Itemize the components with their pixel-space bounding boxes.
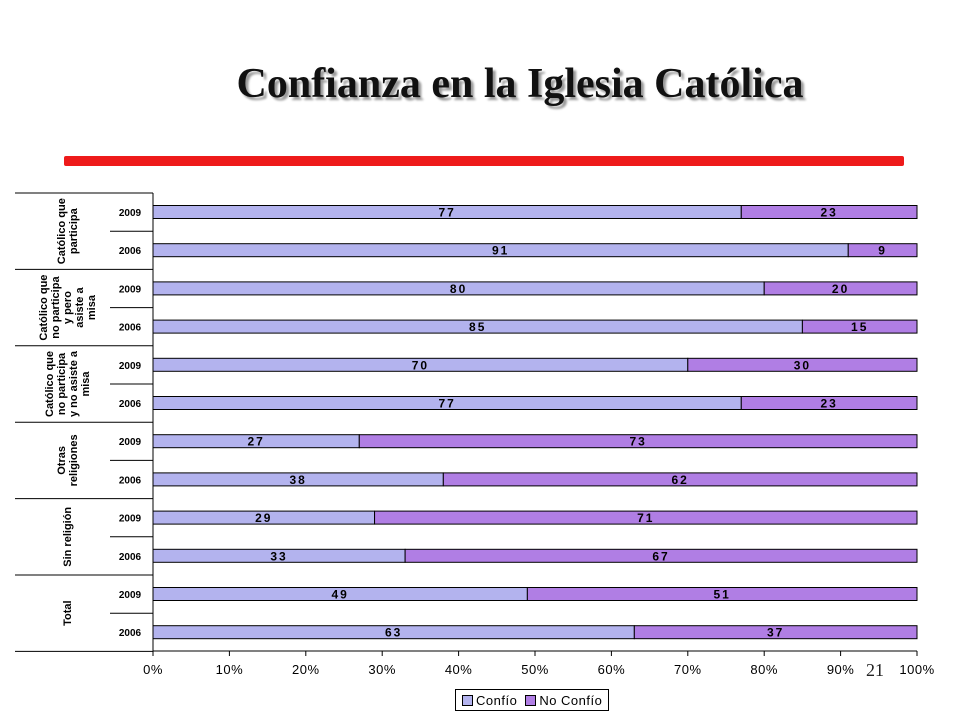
- legend-item-no-confio: No Confío: [525, 693, 602, 708]
- data-label-no-confio: 73: [629, 435, 646, 449]
- x-tick-label: 0%: [143, 662, 163, 677]
- x-tick-label: 70%: [674, 662, 702, 677]
- group-label-line: Total: [62, 600, 74, 625]
- legend-label-no-confio: No Confío: [539, 692, 603, 708]
- data-label-no-confio: 30: [794, 358, 811, 372]
- bar-no-confio: [847, 243, 918, 258]
- bar-no-confio: [763, 281, 918, 296]
- x-tick-label: 80%: [750, 662, 778, 677]
- chart-legend: Confío No Confío: [455, 689, 610, 711]
- legend-item-confio: Confío: [462, 693, 517, 708]
- bar-no-confio: [740, 205, 918, 219]
- x-tick-label: 20%: [292, 662, 320, 677]
- data-label-no-confio: 20: [832, 282, 849, 296]
- group-label-line: participa: [68, 207, 80, 254]
- year-label: 2006: [119, 399, 142, 410]
- data-label-confio: 91: [492, 244, 509, 258]
- bar-no-confio: [526, 587, 918, 601]
- group-label-line: Católico que: [38, 275, 50, 341]
- year-label: 2006: [119, 628, 142, 639]
- group-label: Católico queno participay no asiste amis…: [44, 350, 92, 417]
- x-tick-label: 60%: [598, 662, 626, 677]
- data-label-no-confio: 51: [714, 588, 731, 602]
- data-label-no-confio: 71: [637, 511, 654, 525]
- group-label-line: Sin religión: [62, 507, 74, 567]
- group-label-line: no participa: [56, 352, 68, 415]
- year-label: 2009: [119, 437, 142, 448]
- year-label: 2009: [119, 514, 142, 525]
- year-label: 2009: [119, 590, 142, 601]
- data-label-no-confio: 15: [851, 320, 868, 334]
- slide-title: Confianza en la Iglesia Católica: [236, 61, 804, 107]
- group-label-line: y no asiste a: [68, 350, 80, 417]
- data-label-confio: 63: [385, 626, 402, 640]
- group-label: Católico queparticipa: [56, 198, 80, 264]
- data-label-confio: 80: [450, 282, 467, 296]
- bar-no-confio: [801, 319, 918, 334]
- group-label-line: Católico que: [44, 351, 56, 417]
- bar-no-confio: [740, 396, 918, 410]
- data-label-confio: 77: [438, 397, 455, 411]
- year-label: 2006: [119, 475, 142, 486]
- year-label: 2006: [119, 323, 142, 334]
- x-tick-label: 40%: [445, 662, 473, 677]
- data-label-confio: 38: [289, 473, 306, 487]
- data-label-no-confio: 9: [878, 244, 887, 258]
- data-label-no-confio: 67: [652, 549, 669, 563]
- data-label-confio: 49: [332, 588, 349, 602]
- x-tick-label: 30%: [368, 662, 396, 677]
- bar-no-confio: [374, 510, 918, 525]
- legend-label-confio: Confío: [476, 692, 518, 708]
- group-label-line: y pero: [62, 291, 74, 324]
- group-label: Sin religión: [62, 507, 74, 567]
- year-label: 2009: [119, 208, 142, 219]
- page-number: 21: [866, 660, 884, 680]
- data-label-no-confio: 37: [767, 626, 784, 640]
- title-rule: [64, 156, 904, 166]
- data-label-confio: 29: [255, 511, 272, 525]
- group-label-line: Otras: [56, 446, 68, 475]
- bar-no-confio: [633, 625, 918, 640]
- group-label: Católico queno participay peroasiste ami…: [38, 275, 98, 341]
- x-tick-label: 10%: [216, 662, 244, 677]
- data-label-confio: 33: [270, 549, 287, 563]
- data-label-confio: 85: [469, 320, 486, 334]
- bar-no-confio: [358, 434, 918, 449]
- legend-swatch-no-confio: [525, 694, 537, 706]
- year-label: 2009: [119, 361, 142, 372]
- group-label-line: misa: [86, 294, 98, 320]
- group-label-line: Católico que: [56, 198, 68, 264]
- group-label-line: religiones: [68, 434, 80, 486]
- bar-no-confio: [404, 548, 918, 563]
- group-label-line: no participa: [50, 276, 62, 339]
- group-label-line: misa: [80, 371, 92, 397]
- bar-no-confio: [687, 357, 918, 372]
- year-label: 2006: [119, 246, 142, 257]
- legend-swatch-confio: [462, 694, 473, 706]
- group-label-line: asiste a: [74, 287, 86, 328]
- x-tick-label: 90%: [827, 662, 855, 677]
- year-label: 2009: [119, 284, 142, 295]
- group-label: Total: [62, 600, 74, 625]
- x-tick-label: 100%: [899, 662, 934, 677]
- x-tick-label: 50%: [521, 662, 549, 677]
- data-label-no-confio: 23: [820, 397, 837, 411]
- data-label-confio: 70: [412, 358, 429, 372]
- data-label-confio: 27: [247, 435, 264, 449]
- data-label-no-confio: 62: [671, 473, 688, 487]
- bar-no-confio: [442, 472, 918, 487]
- year-label: 2006: [119, 552, 142, 563]
- group-label: Otrasreligiones: [56, 434, 80, 486]
- data-label-no-confio: 23: [820, 206, 837, 220]
- data-label-confio: 77: [438, 206, 455, 220]
